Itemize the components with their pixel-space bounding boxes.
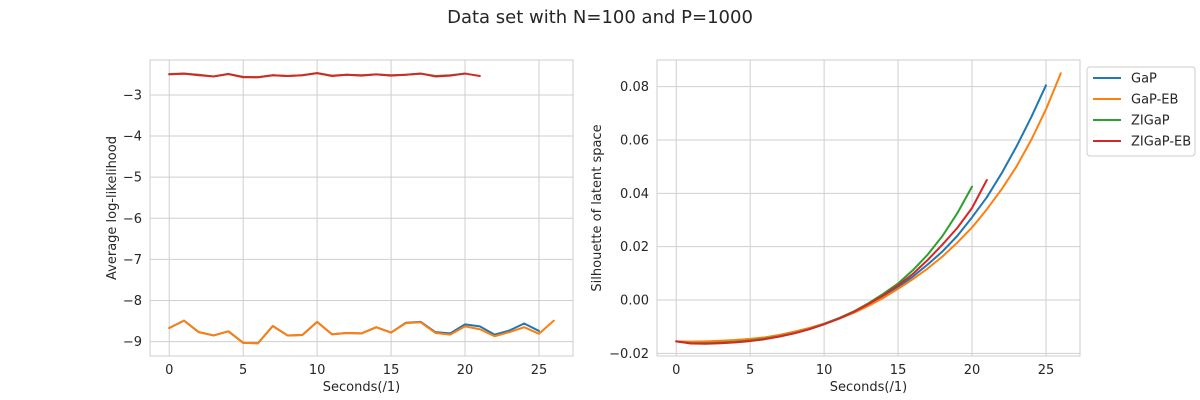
loglik-x-tick-label: 25	[531, 363, 548, 378]
silhouette-y-tick-label: −0.02	[609, 347, 649, 362]
loglik-series-zigap-eb	[168, 72, 481, 79]
silhouette-x-tick-label: 10	[816, 363, 833, 378]
silhouette-plot: 0 5 10 15 20 25 −0.02 0.00 0.02 0.04 0.06 0.08 Secon…	[590, 59, 1081, 395]
figure-suptitle: Data set with N=100 and P=1000	[447, 7, 753, 28]
legend-entry-zigap-eb: ZIGaP-EB	[1093, 135, 1191, 150]
legend-entry-gap-eb: GaP-EB	[1093, 93, 1178, 108]
silhouette-series-gap-eb	[675, 72, 1062, 343]
loglik-x-axis-label: Seconds(/1)	[323, 380, 400, 395]
loglik-x-tick-label: 10	[309, 363, 326, 378]
loglik-y-tick-label: −6	[123, 212, 142, 227]
silhouette-x-tick-label: 15	[890, 363, 907, 378]
legend: GaP GaP-EB ZIGaP ZIGaP-EB	[1086, 66, 1196, 157]
loglik-x-tick-label: 15	[383, 363, 400, 378]
loglik-y-axis-label: Average log-likelihood	[105, 136, 120, 280]
loglik-axes-frame	[149, 59, 574, 357]
legend-label-zigap-eb: ZIGaP-EB	[1131, 135, 1191, 150]
silhouette-series-zigap-eb	[675, 179, 988, 345]
silhouette-x-tick-label: 25	[1038, 363, 1055, 378]
silhouette-y-tick-label: 0.06	[620, 134, 649, 149]
silhouette-y-tick-label: 0.04	[620, 187, 649, 202]
silhouette-axes-frame	[656, 59, 1081, 357]
silhouette-y-tick-label: 0.00	[620, 294, 649, 309]
silhouette-x-axis-label: Seconds(/1)	[830, 380, 907, 395]
loglik-series-gap-eb	[168, 319, 555, 345]
silhouette-y-tick-label: 0.02	[620, 240, 649, 255]
legend-label-gap: GaP	[1131, 72, 1157, 87]
silhouette-x-tick-label: 0	[672, 363, 680, 378]
loglik-x-tick-label: 20	[457, 363, 474, 378]
legend-label-gap-eb: GaP-EB	[1131, 93, 1178, 108]
legend-entry-zigap: ZIGaP	[1093, 114, 1170, 129]
loglik-y-tick-label: −3	[123, 88, 142, 103]
loglik-plot: 0 5 10 15 20 25 −9 −8 −7 −6 −5 −4 −3 Seconds(/1) Avera…	[105, 59, 574, 395]
legend-label-zigap: ZIGaP	[1131, 114, 1170, 129]
loglik-x-tick-label: 5	[239, 363, 247, 378]
legend-entry-gap: GaP	[1093, 72, 1157, 87]
silhouette-x-tick-label: 20	[964, 363, 981, 378]
silhouette-y-tick-label: 0.08	[620, 80, 649, 95]
legend-frame	[1086, 66, 1196, 157]
loglik-y-tick-label: −9	[123, 335, 142, 350]
silhouette-plot-area	[657, 60, 1080, 356]
loglik-y-tick-label: −5	[123, 171, 142, 186]
silhouette-x-tick-label: 5	[746, 363, 754, 378]
silhouette-y-axis-label: Silhouette of latent space	[590, 124, 605, 291]
loglik-y-tick-label: −7	[123, 253, 142, 268]
loglik-plot-area	[150, 60, 573, 356]
loglik-y-tick-label: −8	[123, 294, 142, 309]
loglik-x-tick-label: 0	[165, 363, 173, 378]
loglik-y-tick-label: −4	[123, 130, 142, 145]
